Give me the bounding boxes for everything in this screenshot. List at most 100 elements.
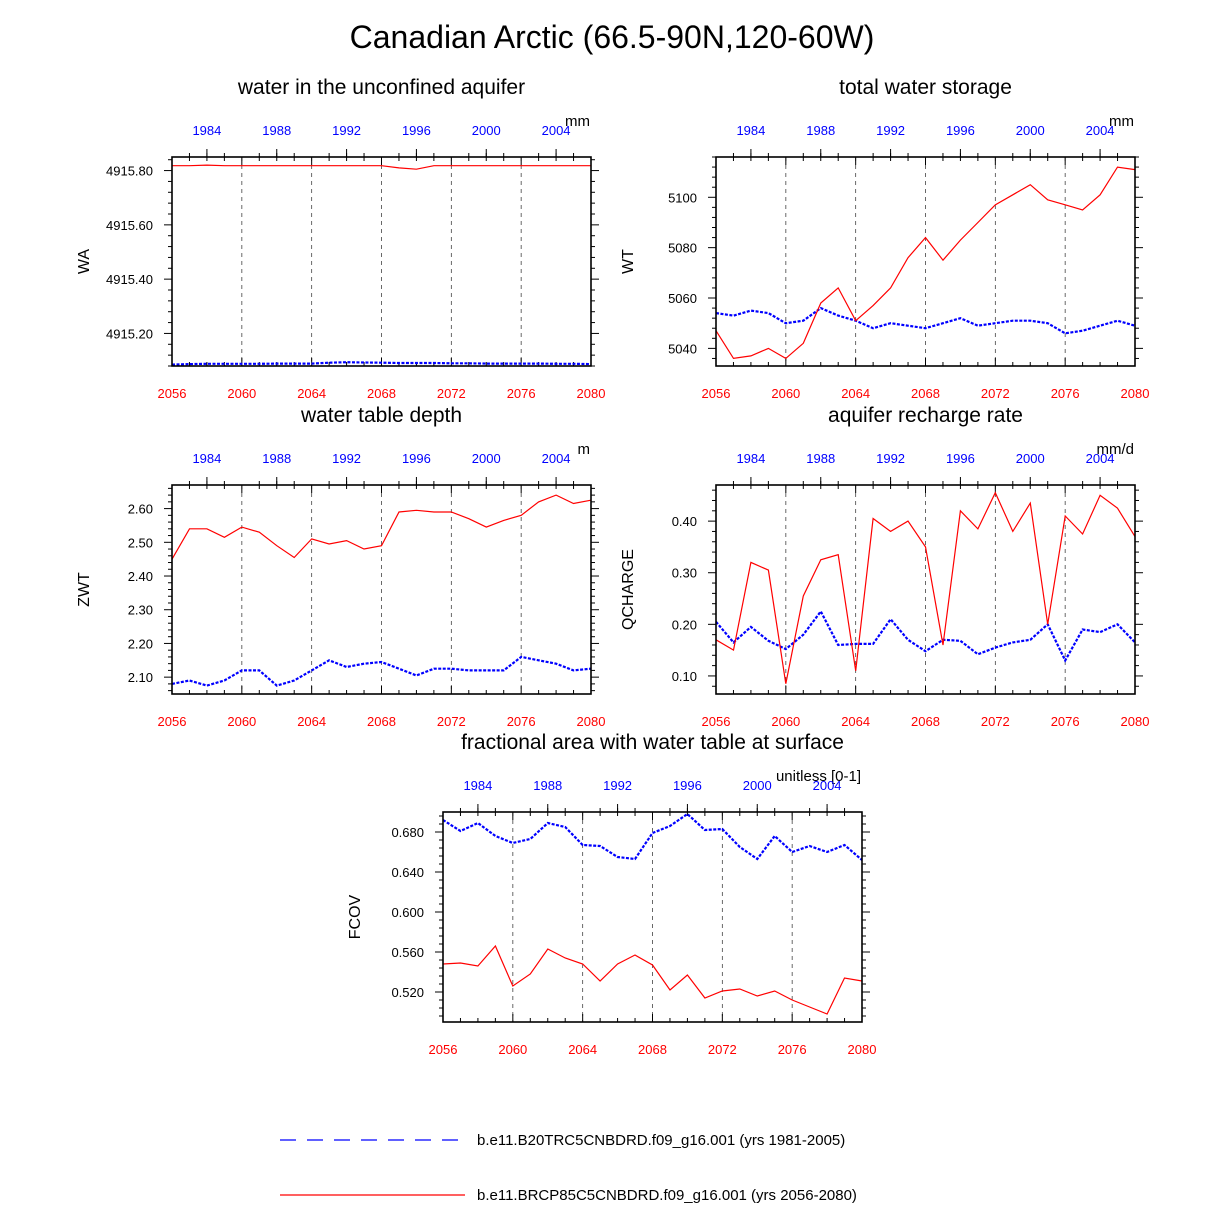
wt-ytick-label: 5060 xyxy=(668,291,697,306)
zwt-top-tick-label: 1988 xyxy=(262,451,291,466)
panel-zwt: water table depth m ZWT 1984 1988 1992 1996 200… xyxy=(76,404,605,729)
fcov-top-tick-label: 1992 xyxy=(603,778,632,793)
zwt-top-tick-label: 1992 xyxy=(332,451,361,466)
fcov-title: fractional area with water table at surf… xyxy=(461,731,844,754)
zwt-bottom-tick-label: 2064 xyxy=(297,714,326,729)
fcov-ytick-label: 0.640 xyxy=(391,865,424,880)
fcov-bottom-tick-label: 2072 xyxy=(708,1042,737,1057)
wt-top-tick-label: 1992 xyxy=(876,123,905,138)
fcov-top-tick-label: 2004 xyxy=(813,778,842,793)
wa-ytick-label: 4915.20 xyxy=(106,326,153,341)
fcov-ylabel: FCOV xyxy=(347,894,364,939)
wt-ytick-label: 5100 xyxy=(668,190,697,205)
wa-bottom-tick-label: 2076 xyxy=(507,386,536,401)
qcharge-top-tick-label: 1996 xyxy=(946,451,975,466)
panel-fcov: fractional area with water table at surf… xyxy=(347,731,876,1057)
zwt-ytick-label: 2.50 xyxy=(128,535,153,550)
fcov-bottom-tick-label: 2056 xyxy=(429,1042,458,1057)
wt-ytick-label: 5080 xyxy=(668,241,697,256)
zwt-top-tick-label: 1984 xyxy=(192,451,221,466)
wt-bottom-tick-label: 2064 xyxy=(841,386,870,401)
qcharge-title: aquifer recharge rate xyxy=(828,404,1023,427)
qcharge-bottom-tick-label: 2076 xyxy=(1051,714,1080,729)
zwt-series-future-line xyxy=(171,494,592,560)
wt-series-future-line xyxy=(715,166,1136,360)
fcov-bottom-tick-label: 2060 xyxy=(498,1042,527,1057)
wt-units: mm xyxy=(1109,113,1134,130)
figure-title: Canadian Arctic (66.5-90N,120-60W) xyxy=(350,19,875,55)
wt-bottom-tick-label: 2068 xyxy=(911,386,940,401)
fcov-top-tick-label: 1988 xyxy=(533,778,562,793)
wt-ylabel: WT xyxy=(620,249,637,274)
wa-plot-frame xyxy=(171,156,592,367)
qcharge-top-tick-label: 1992 xyxy=(876,451,905,466)
zwt-top-tick-label: 2000 xyxy=(472,451,501,466)
zwt-bottom-tick-label: 2076 xyxy=(507,714,536,729)
wt-bottom-tick-label: 2072 xyxy=(981,386,1010,401)
wa-ytick-label: 4915.40 xyxy=(106,272,153,287)
wa-ytick-label: 4915.80 xyxy=(106,164,153,179)
zwt-units: m xyxy=(578,441,591,458)
qcharge-ytick-label: 0.40 xyxy=(672,514,697,529)
wa-series-future-line xyxy=(172,164,591,170)
zwt-ytick-label: 2.10 xyxy=(128,670,153,685)
fcov-ytick-label: 0.560 xyxy=(391,945,424,960)
wt-bottom-tick-label: 2076 xyxy=(1051,386,1080,401)
wt-bottom-tick-label: 2056 xyxy=(702,386,731,401)
qcharge-top-tick-label: 1984 xyxy=(736,451,765,466)
qcharge-units: mm/d xyxy=(1097,441,1135,458)
qcharge-series-control-line xyxy=(715,609,1136,663)
wt-plot-frame xyxy=(715,156,1136,367)
zwt-ytick-label: 2.60 xyxy=(128,502,153,517)
qcharge-ytick-label: 0.10 xyxy=(672,669,697,684)
zwt-top-tick-label: 1996 xyxy=(402,451,431,466)
panel-wa: water in the unconfined aquifer mm WA 1984 1… xyxy=(76,76,605,401)
wa-bottom-tick-label: 2056 xyxy=(158,386,187,401)
qcharge-bottom-tick-label: 2072 xyxy=(981,714,1010,729)
zwt-ylabel: ZWT xyxy=(76,572,93,607)
wa-ylabel: WA xyxy=(76,249,93,275)
wa-bottom-tick-label: 2060 xyxy=(227,386,256,401)
zwt-plot-frame xyxy=(171,484,592,695)
zwt-bottom-tick-label: 2072 xyxy=(437,714,466,729)
qcharge-bottom-tick-label: 2068 xyxy=(911,714,940,729)
qcharge-bottom-tick-label: 2060 xyxy=(771,714,800,729)
zwt-bottom-tick-label: 2056 xyxy=(158,714,187,729)
zwt-ytick-label: 2.40 xyxy=(128,569,153,584)
wa-bottom-tick-label: 2064 xyxy=(297,386,326,401)
fcov-ytick-label: 0.680 xyxy=(391,825,424,840)
qcharge-ytick-label: 0.20 xyxy=(672,617,697,632)
fcov-units: unitless [0-1] xyxy=(776,768,861,785)
wa-series-control-line xyxy=(171,361,592,366)
wt-top-tick-label: 2000 xyxy=(1016,123,1045,138)
wa-top-tick-label: 1988 xyxy=(262,123,291,138)
fcov-bottom-tick-label: 2080 xyxy=(848,1042,877,1057)
fcov-series-future-line xyxy=(442,944,863,1015)
qcharge-series-future-line xyxy=(715,491,1136,684)
wt-series-control-line xyxy=(715,306,1136,335)
qcharge-plot-frame xyxy=(715,484,1136,695)
legend-future-label: b.e11.BRCP85C5CNBDRD.f09_g16.001 (yrs 20… xyxy=(477,1187,857,1204)
wa-units: mm xyxy=(565,113,590,130)
wa-bottom-tick-label: 2068 xyxy=(367,386,396,401)
qcharge-bottom-tick-label: 2064 xyxy=(841,714,870,729)
zwt-bottom-tick-label: 2060 xyxy=(227,714,256,729)
qcharge-ytick-label: 0.30 xyxy=(672,566,697,581)
panel-qcharge: aquifer recharge rate mm/d QCHARGE 1984 1988… xyxy=(620,404,1149,729)
wa-bottom-tick-label: 2080 xyxy=(577,386,606,401)
zwt-ytick-label: 2.30 xyxy=(128,603,153,618)
qcharge-top-tick-label: 2004 xyxy=(1086,451,1115,466)
wa-bottom-tick-label: 2072 xyxy=(437,386,466,401)
wt-top-tick-label: 1988 xyxy=(806,123,835,138)
fcov-top-tick-label: 1996 xyxy=(673,778,702,793)
legend: b.e11.B20TRC5CNBDRD.f09_g16.001 (yrs 198… xyxy=(280,1132,857,1204)
zwt-title: water table depth xyxy=(300,404,462,427)
fcov-bottom-tick-label: 2068 xyxy=(638,1042,667,1057)
wt-ytick-label: 5040 xyxy=(668,341,697,356)
zwt-bottom-tick-label: 2068 xyxy=(367,714,396,729)
wa-top-tick-label: 1996 xyxy=(402,123,431,138)
fcov-plot-frame xyxy=(442,811,863,1023)
wa-title: water in the unconfined aquifer xyxy=(237,76,525,99)
qcharge-bottom-tick-label: 2080 xyxy=(1121,714,1150,729)
